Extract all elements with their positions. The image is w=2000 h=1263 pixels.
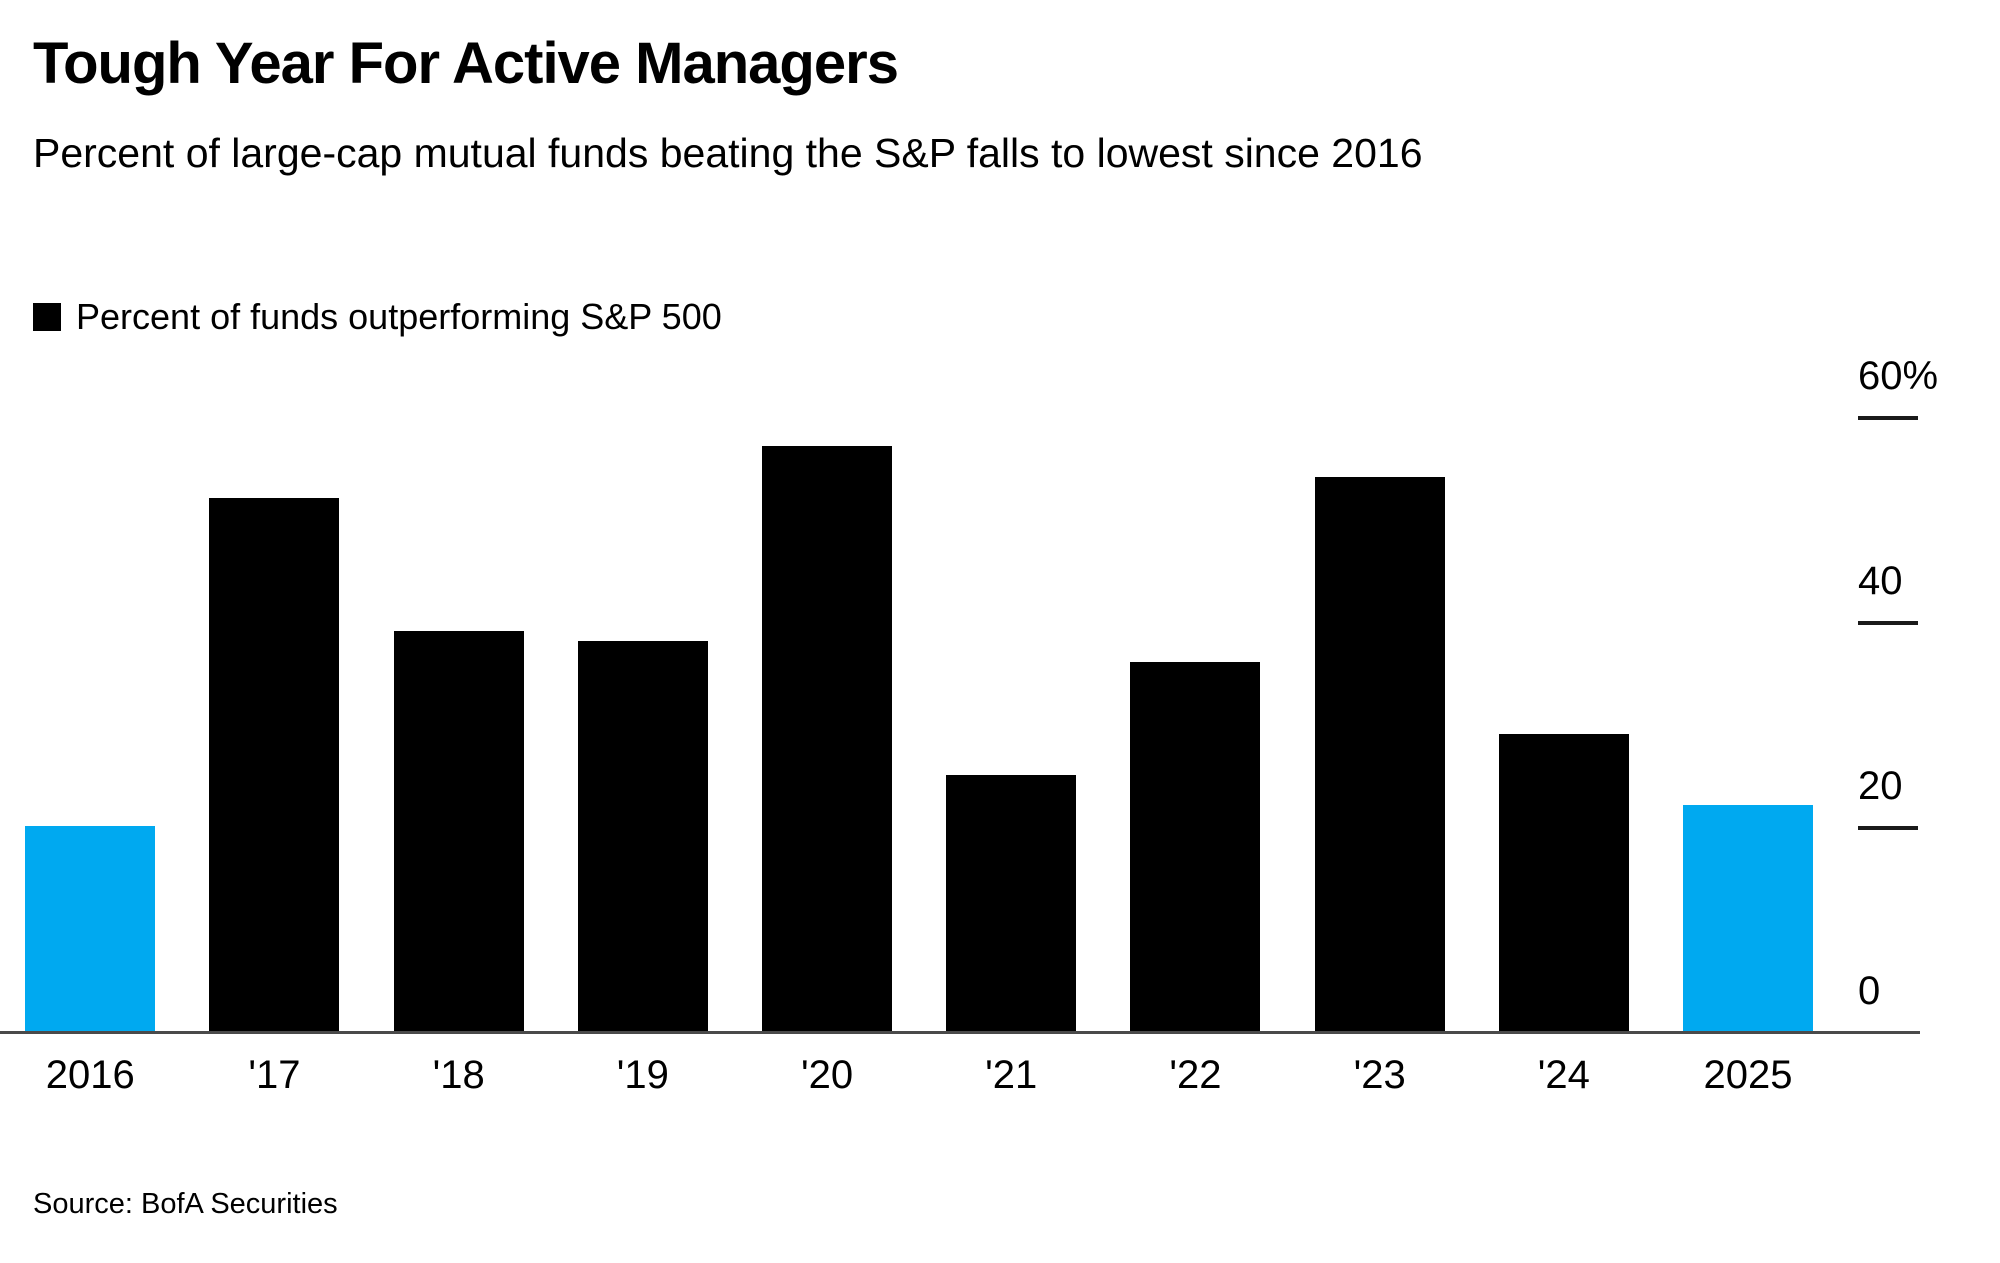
- x-axis-label-24: '24: [1537, 1053, 1590, 1097]
- legend: Percent of funds outperforming S&P 500: [33, 296, 722, 337]
- bar-19: [577, 641, 708, 1031]
- x-axis-label-17: '17: [248, 1053, 301, 1097]
- bar-2025: [1683, 805, 1814, 1031]
- y-axis-label-60: 60%: [1858, 353, 1939, 398]
- y-axis-tick-40: [1858, 620, 1918, 625]
- y-axis-tick-60: [1858, 415, 1918, 420]
- chart-title: Tough Year For Active Managers: [33, 31, 899, 96]
- chart-subtitle: Percent of large-cap mutual funds beatin…: [33, 130, 1423, 176]
- x-axis-label-23: '23: [1353, 1053, 1406, 1097]
- x-axis-label-19: '19: [616, 1053, 669, 1097]
- bar-17: [209, 497, 340, 1031]
- y-axis-tick-20: [1858, 825, 1918, 830]
- source-note: Source: BofA Securities: [33, 1188, 338, 1220]
- bar-20: [762, 446, 893, 1031]
- bar-22: [1130, 661, 1261, 1031]
- legend-swatch: [33, 303, 61, 331]
- x-axis-label-22: '22: [1169, 1053, 1222, 1097]
- y-axis-label-40: 40: [1858, 558, 1903, 603]
- bar-23: [1314, 477, 1445, 1031]
- x-axis-label-21: '21: [985, 1053, 1038, 1097]
- y-axis-label-0: 0: [1858, 969, 1881, 1013]
- x-axis-label-2025: 2025: [1703, 1053, 1793, 1097]
- bar-2016: [25, 825, 156, 1031]
- bar-21: [946, 774, 1077, 1031]
- bar-18: [393, 631, 524, 1031]
- x-axis-label-18: '18: [432, 1053, 485, 1097]
- x-axis-line: [0, 1031, 1920, 1034]
- x-axis-label-2016: 2016: [45, 1053, 135, 1097]
- y-axis-label-20: 20: [1858, 763, 1903, 808]
- legend-label: Percent of funds outperforming S&P 500: [76, 296, 722, 337]
- bar-24: [1498, 733, 1629, 1031]
- x-axis-label-20: '20: [800, 1053, 854, 1097]
